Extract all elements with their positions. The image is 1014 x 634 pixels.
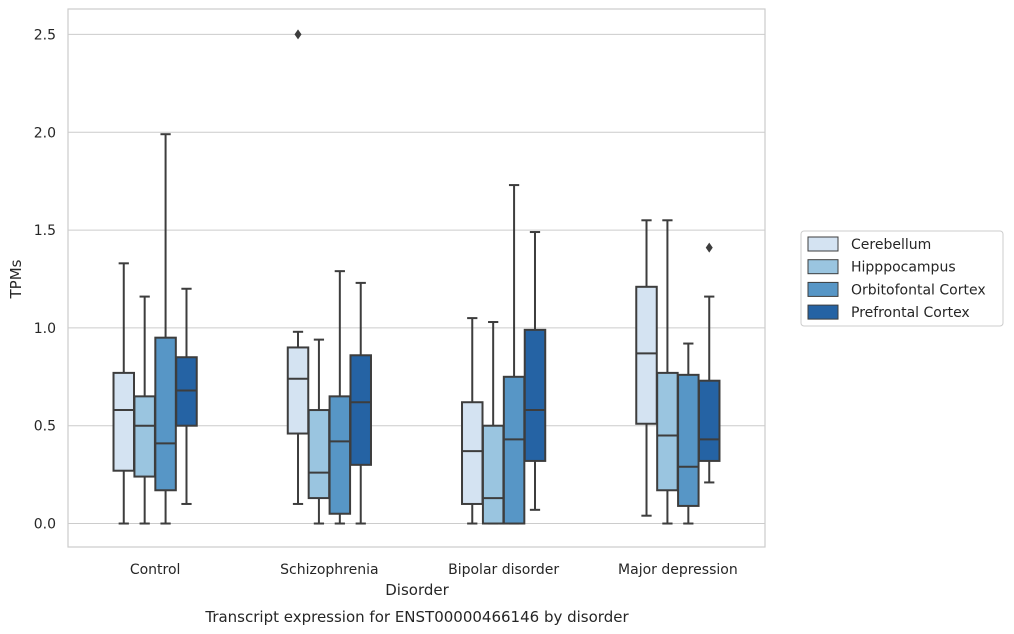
legend-label: Orbitofontal Cortex	[851, 282, 986, 298]
legend-label: Hipppocampus	[851, 260, 956, 276]
box-iqr	[677, 373, 700, 507]
box-iqr	[635, 285, 658, 425]
chart-caption: Transcript expression for ENST0000046614…	[204, 608, 629, 626]
legend-swatch	[807, 236, 839, 252]
legend-label: Prefrontal Cortex	[851, 305, 970, 321]
box-group	[502, 184, 526, 525]
box-group	[697, 242, 721, 484]
legend-items: Cerebellum Hipppocampus Orbitofontal Corte…	[807, 236, 986, 321]
y-axis-label: TPMs	[7, 259, 25, 299]
y-tick-label: 2.0	[34, 125, 56, 141]
box-group	[677, 342, 700, 525]
box-group	[635, 219, 658, 517]
box-group	[307, 338, 331, 525]
box-group	[112, 262, 136, 525]
box-group	[328, 270, 352, 525]
x-tick-label: Control	[130, 562, 181, 578]
boxes	[112, 29, 721, 525]
box-iqr	[154, 336, 177, 492]
y-tick-label: 0.5	[34, 419, 56, 435]
box-group	[133, 295, 156, 525]
y-tick-label: 2.5	[34, 27, 56, 43]
y-tick-label: 1.5	[34, 223, 56, 239]
box-group	[523, 231, 547, 511]
box-iqr	[523, 328, 547, 462]
box-iqr	[502, 375, 526, 525]
y-tick-label: 0.0	[34, 517, 56, 533]
box-group	[461, 317, 484, 525]
box-iqr	[481, 424, 505, 525]
box-group	[154, 133, 177, 525]
box-iqr	[133, 395, 156, 478]
box-iqr	[328, 395, 352, 515]
box-group	[286, 29, 310, 505]
legend-swatch	[807, 304, 839, 320]
plot-area-frame	[67, 8, 766, 548]
legend-label: Cerebellum	[851, 237, 931, 253]
outlier-marker	[705, 242, 713, 253]
box-iqr	[349, 354, 372, 466]
outlier-marker	[294, 29, 302, 40]
box-iqr	[697, 379, 721, 462]
x-tick-label: Major depression	[618, 562, 738, 578]
legend-swatch	[807, 281, 839, 297]
y-tick-label: 1.0	[34, 321, 56, 337]
box-iqr	[461, 401, 484, 505]
x-tick-label: Schizophrenia	[280, 562, 378, 578]
y-tick-labels: 0.0 0.5 1.0 1.5 2.0 2.5	[34, 27, 56, 532]
x-tick-label: Bipolar disorder	[448, 562, 559, 578]
box-iqr	[307, 409, 331, 500]
box-iqr	[286, 346, 310, 435]
box-group	[656, 219, 679, 525]
box-iqr	[112, 371, 136, 472]
box-group	[481, 321, 505, 525]
x-axis-label: Disorder	[385, 581, 449, 599]
legend-swatch	[807, 259, 839, 275]
box-group	[349, 281, 372, 525]
box-iqr	[656, 371, 679, 492]
legend-frame	[800, 230, 1004, 327]
legend: Cerebellum Hipppocampus Orbitofontal Corte…	[800, 230, 1004, 327]
box-group	[175, 287, 198, 505]
x-tick-labels: Control Schizophrenia Bipolar disorder Majo…	[130, 562, 738, 578]
